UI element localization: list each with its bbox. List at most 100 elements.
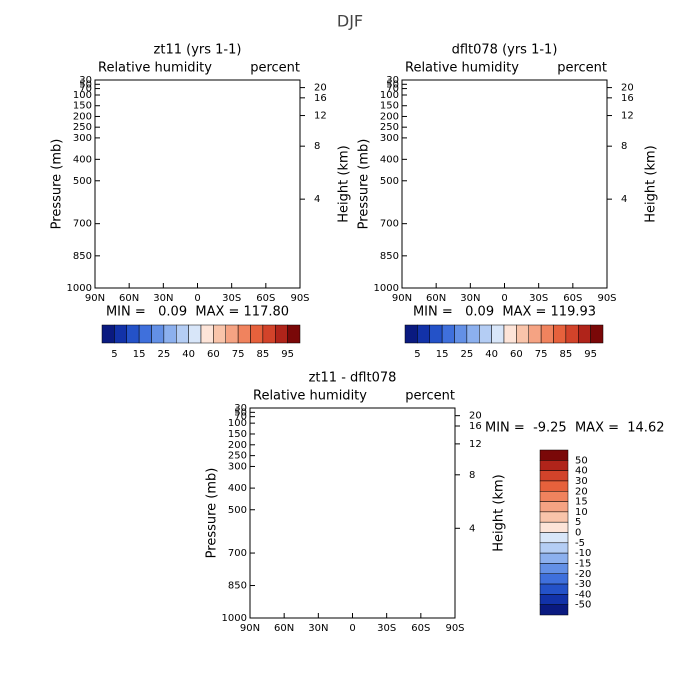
y-tick-label: 50 (234, 407, 247, 418)
x-tick-label: 90N (85, 293, 105, 304)
contour-field (77, 76, 313, 296)
y-tick-label: 30 (386, 75, 399, 86)
y-axis-label: Pressure (mb) (50, 139, 65, 230)
y-tick-label: 850 (380, 251, 399, 262)
y-axis-label: Pressure (mb) (205, 468, 220, 559)
contour (177, 78, 210, 99)
contour (443, 265, 505, 290)
contour (83, 111, 149, 277)
panel-title: zt11 - dflt078 (309, 371, 397, 386)
x-tick-label: 90S (290, 293, 309, 304)
colorbar-box (237, 324, 251, 344)
colorbar-label: 75 (535, 349, 548, 360)
colorbar-box (114, 324, 127, 344)
colorbar-label: -30 (575, 579, 591, 590)
y-tick-label: 200 (73, 111, 92, 122)
y-tick-label: 150 (380, 101, 399, 112)
stats: MIN = -9.25 MAX = 14.62 (485, 421, 665, 436)
contour (136, 265, 198, 290)
y-tick-label: 700 (228, 548, 247, 559)
colorbar-label: 5 (575, 517, 581, 528)
colorbar-label: 60 (510, 349, 523, 360)
y-axis-label: Pressure (mb) (357, 139, 372, 230)
x-tick-label: 90N (240, 623, 260, 634)
colorbar-label: 50 (575, 455, 588, 466)
contour (541, 257, 590, 290)
y2-tick-label: 16 (314, 93, 327, 104)
y-tick-label: 700 (380, 219, 399, 230)
y2-tick-label: 16 (469, 421, 482, 432)
contour (515, 126, 556, 242)
contour (529, 159, 545, 209)
panel-title: dflt078 (yrs 1-1) (452, 43, 558, 58)
y2-tick-label: 4 (621, 194, 627, 205)
colorbar-box (539, 511, 569, 523)
colorbar-label: 15 (436, 349, 449, 360)
y-tick-label: 400 (380, 154, 399, 165)
panel-units: percent (250, 61, 300, 76)
contour (222, 159, 238, 209)
y-tick-label: 300 (73, 133, 92, 144)
colorbar-box (101, 324, 115, 344)
y2-tick-label: 8 (314, 141, 320, 152)
colorbar-box (213, 324, 226, 344)
y-tick-label: 850 (228, 581, 247, 592)
colorbar-box (262, 324, 276, 344)
x-tick-label: 30N (460, 293, 480, 304)
contour (402, 80, 607, 288)
y-tick-label: 150 (73, 101, 92, 112)
colorbar-label: 15 (575, 497, 588, 508)
contour (402, 80, 607, 101)
contour (546, 80, 608, 107)
y2-tick-label: 20 (469, 411, 482, 422)
y-tick-label: 70 (79, 84, 92, 95)
colorbar-label: -50 (575, 600, 591, 611)
x-tick-label: 0 (194, 293, 200, 304)
contour (150, 122, 195, 247)
colorbar-box (553, 324, 567, 344)
colorbar-label: 0 (575, 528, 581, 539)
colorbar-box (188, 324, 202, 344)
y-tick-label: 250 (228, 451, 247, 462)
y-tick-label: 100 (228, 418, 247, 429)
colorbar-box (539, 480, 569, 492)
contour (556, 80, 607, 97)
contour (255, 115, 312, 273)
y-tick-label: 500 (73, 176, 92, 187)
colorbar-label: 10 (575, 507, 588, 518)
contour (191, 132, 207, 278)
x-tick-label: 60N (119, 293, 139, 304)
contour (95, 80, 300, 288)
contour (249, 80, 300, 97)
x-tick-label: 0 (501, 293, 507, 304)
colorbar-box (539, 573, 569, 585)
x-tick-label: 90S (597, 293, 616, 304)
contour (234, 257, 283, 290)
y-tick-label: 250 (380, 122, 399, 133)
colorbar-label: 40 (575, 466, 588, 477)
colorbar-box (539, 470, 569, 482)
colorbar-label: 5 (414, 349, 420, 360)
colorbar-label: 30 (575, 476, 588, 487)
colorbar-label: 5 (111, 349, 117, 360)
figure-title: DJF (337, 12, 363, 31)
colorbar-label: -10 (575, 548, 591, 559)
colorbar-box (503, 324, 517, 344)
colorbar-label: 20 (575, 486, 588, 497)
contour (429, 76, 478, 97)
colorbar-box (225, 324, 239, 344)
y-tick-label: 50 (386, 79, 399, 90)
colorbar-box (539, 532, 569, 544)
x-tick-label: 30N (153, 293, 173, 304)
contour (392, 86, 618, 136)
y-tick-label: 300 (380, 133, 399, 144)
panel-subtitle: Relative humidity (253, 389, 367, 404)
colorbar-box (250, 324, 264, 344)
colorbar-box (540, 324, 554, 344)
panel-subtitle: Relative humidity (405, 61, 519, 76)
colorbar-box (590, 324, 604, 344)
panel-units: percent (405, 389, 455, 404)
contour (142, 105, 253, 263)
colorbar-label: 15 (133, 349, 146, 360)
y2-tick-label: 12 (621, 111, 634, 122)
